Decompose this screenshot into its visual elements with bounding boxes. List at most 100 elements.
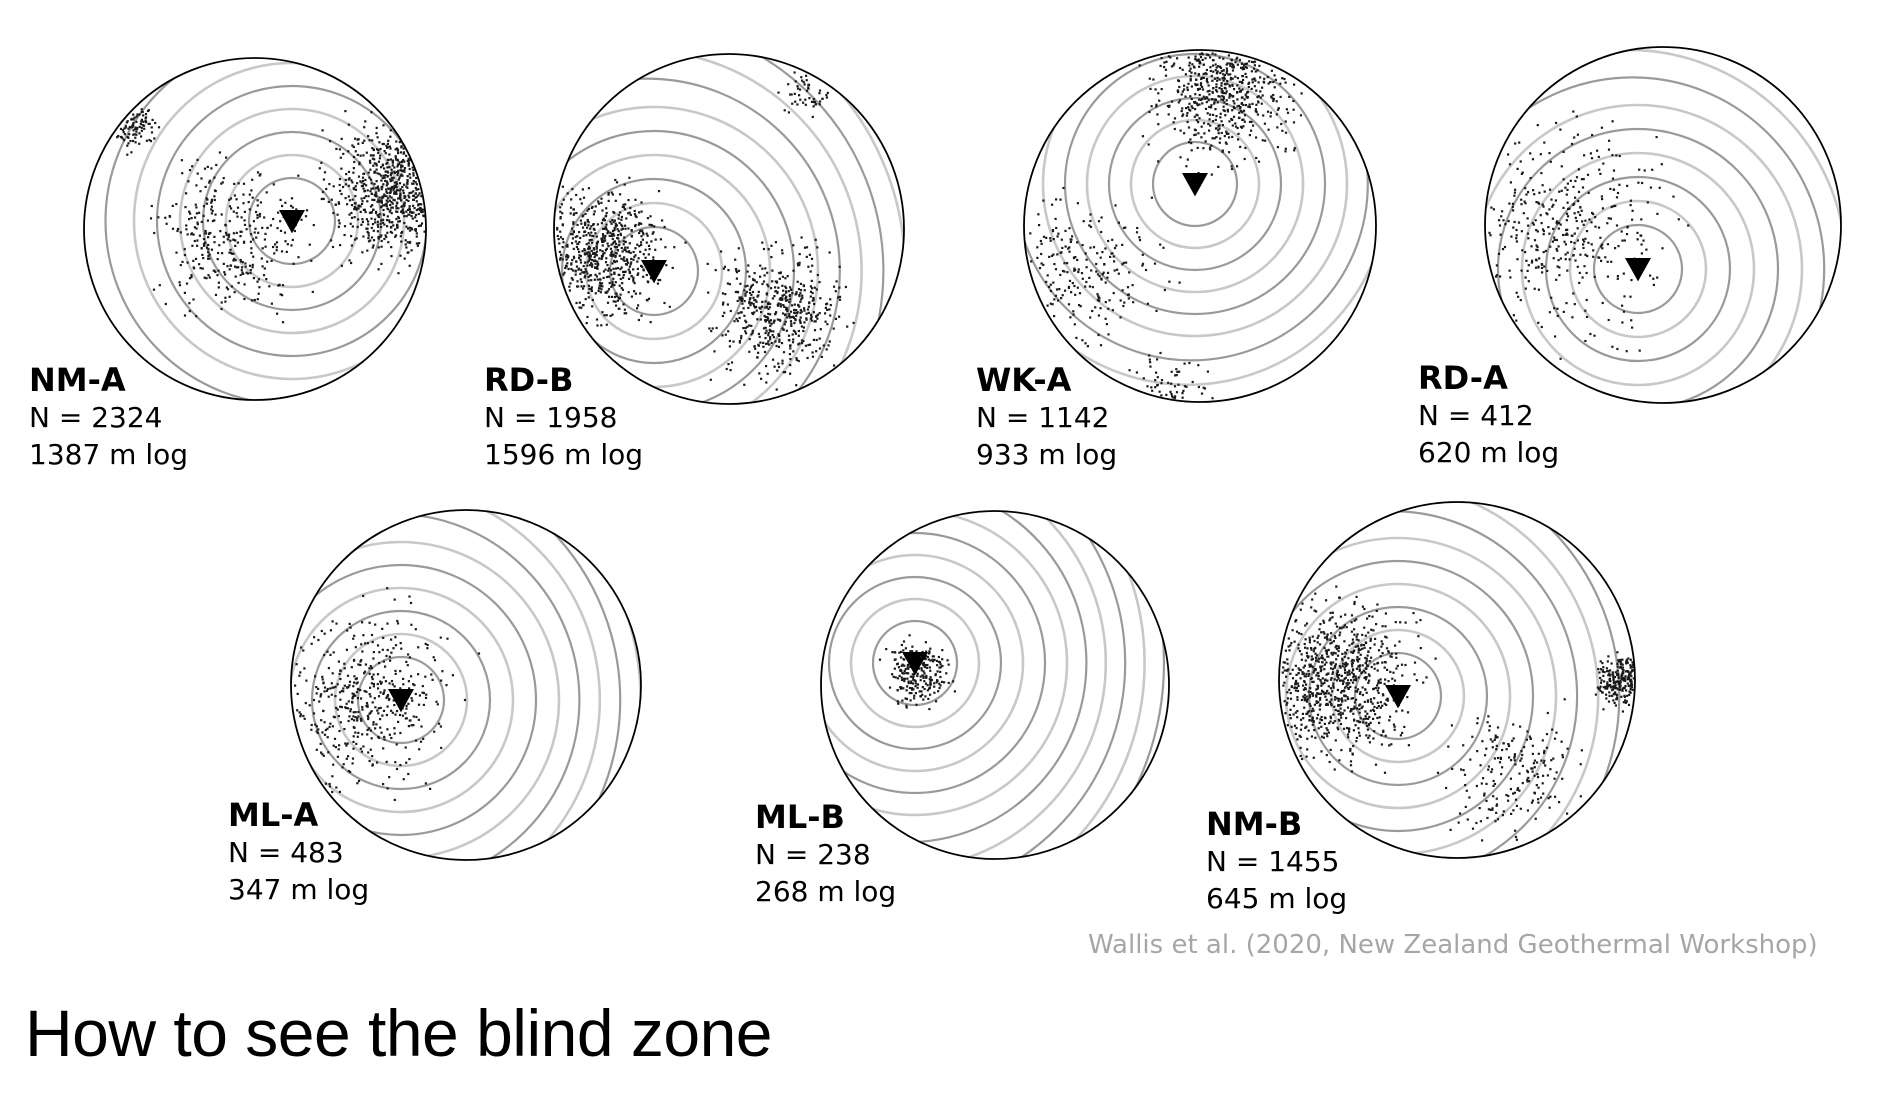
blind-zone-ring (821, 511, 1108, 859)
blind-zone-ring (104, 58, 426, 400)
blind-zone-ring (1520, 151, 1756, 387)
blind-zone-ring (821, 511, 1088, 844)
blind-zone-ring (821, 531, 1047, 795)
borehole-direction-icon (388, 688, 414, 713)
blind-zone-ring (1085, 74, 1305, 294)
blind-zone-ring (1041, 50, 1349, 338)
well-name: ML-B (755, 798, 845, 836)
stereonet-rd-b (553, 53, 905, 405)
blind-zone-ring (1279, 502, 1600, 858)
borehole-direction-icon (641, 259, 667, 284)
citation: Wallis et al. (2020, New Zealand Geother… (1088, 930, 1818, 960)
blind-zone-ring (554, 77, 841, 404)
blind-zone-ring (247, 176, 337, 266)
borehole-direction-icon (1385, 684, 1411, 709)
blind-zone-ring (1485, 76, 1826, 403)
borehole-direction-icon (902, 651, 928, 676)
well-name: WK-A (976, 361, 1072, 399)
fracture-count: N = 483 (228, 836, 344, 869)
stereonet-outline (553, 53, 905, 405)
fracture-count: N = 1958 (484, 401, 618, 434)
blind-zone-ring (821, 511, 1146, 859)
blind-zone-ring (1485, 103, 1804, 403)
blind-zone-ring (1279, 502, 1635, 858)
blind-zone-ring (554, 105, 820, 404)
pole-points (1281, 585, 1635, 842)
blind-zone-ring (871, 619, 959, 707)
blind-zone-ring (1024, 50, 1369, 362)
fracture-count: N = 1142 (976, 401, 1110, 434)
blind-zone-ring (1284, 582, 1512, 810)
blind-zone-ring (1279, 559, 1535, 833)
borehole-direction-icon (1625, 257, 1651, 282)
well-name: NM-B (1206, 805, 1303, 843)
blind-zone-ring (1353, 651, 1443, 741)
slide-title: How to see the blind zone (25, 996, 772, 1070)
stereonet-ml-a (290, 509, 642, 861)
stereonet-label-ml-b: ML-B N = 238 268 m log (755, 801, 896, 915)
stereonet-outline (83, 57, 427, 401)
blind-zone-ring (224, 153, 360, 289)
borehole-direction-icon (1182, 172, 1208, 197)
stereonet-label-wk-a: WK-A N = 1142 933 m log (976, 364, 1117, 478)
stereonet-nm-b (1278, 501, 1636, 859)
blind-zone-ring (132, 61, 426, 381)
blind-zone-ring (1279, 502, 1621, 858)
stereonet-outline (820, 510, 1170, 860)
stereonet-outline (1484, 46, 1842, 404)
blind-zone-ring (1151, 140, 1239, 228)
blind-zone-ring (821, 553, 1025, 773)
blind-zone-ring (1485, 47, 1841, 403)
blind-zone-ring (1129, 118, 1261, 250)
blind-zone-ring (1592, 223, 1684, 315)
stereonet-label-nm-a: NM-A N = 2324 1387 m log (29, 364, 188, 478)
log-length: 347 m log (228, 873, 370, 906)
blind-zone-ring (821, 511, 1166, 859)
blind-zone-ring (554, 54, 885, 404)
log-length: 268 m log (755, 875, 897, 908)
fracture-count: N = 412 (1418, 399, 1534, 432)
stereonet-wk-a (1023, 49, 1377, 403)
blind-zone-ring (554, 54, 904, 404)
pole-points (556, 71, 855, 391)
blind-zone-ring (1279, 502, 1635, 858)
fracture-count: N = 2324 (29, 401, 163, 434)
blind-zone-ring (1024, 50, 1376, 402)
fracture-count: N = 238 (755, 838, 871, 871)
stereonet-outline (290, 509, 642, 861)
blind-zone-ring (849, 597, 981, 729)
blind-zone-ring (821, 511, 1127, 859)
blind-zone-ring (310, 609, 492, 791)
blind-zone-ring (821, 511, 1069, 817)
log-length: 933 m log (976, 438, 1118, 471)
blind-zone-ring (1024, 50, 1376, 402)
log-length: 620 m log (1418, 436, 1560, 469)
pole-points (1488, 110, 1690, 360)
blind-zone-ring (1568, 199, 1708, 339)
log-length: 645 m log (1206, 882, 1348, 915)
blind-zone-ring (356, 655, 446, 745)
blind-zone-ring (1496, 127, 1780, 403)
stereonet-label-rd-b: RD-B N = 1958 1596 m log (484, 364, 643, 478)
well-name: RD-A (1418, 359, 1508, 397)
blind-zone-ring (291, 586, 515, 814)
blind-zone-ring (1063, 52, 1327, 316)
blind-zone-ring (155, 84, 426, 358)
log-length: 1596 m log (484, 438, 644, 471)
blind-zone-ring (827, 575, 1003, 751)
blind-zone-ring (291, 510, 622, 860)
stereonet-label-ml-a: ML-A N = 483 347 m log (228, 799, 369, 913)
well-name: NM-A (29, 361, 126, 399)
blind-zone-ring (1279, 502, 1635, 858)
fracture-count: N = 1455 (1206, 845, 1340, 878)
stereonet-label-nm-b: NM-B N = 1455 645 m log (1206, 808, 1347, 922)
borehole-direction-icon (279, 209, 305, 234)
blind-zone-ring (178, 107, 406, 335)
pole-points (1029, 52, 1303, 400)
well-name: ML-A (228, 796, 319, 834)
pole-points (878, 634, 956, 711)
pole-points (116, 108, 426, 324)
blind-zone-ring (1107, 96, 1283, 272)
blind-zone-ring (1544, 175, 1732, 363)
stereonet-outline (1278, 501, 1636, 859)
